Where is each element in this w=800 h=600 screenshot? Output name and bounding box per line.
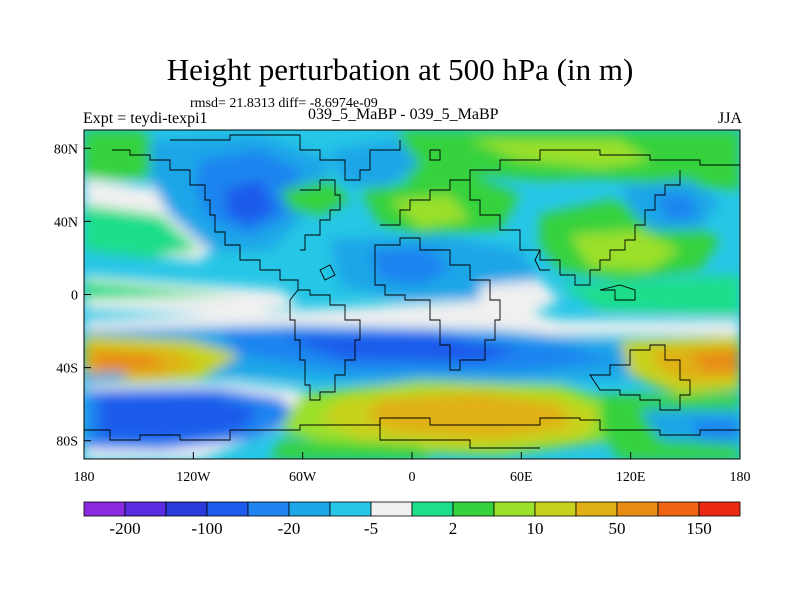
- stats-label: rmsd= 21.8313 diff= -8.6974e-09: [190, 96, 378, 111]
- colorbar-swatch: [698, 501, 741, 517]
- x-tick-label: 0: [409, 470, 416, 485]
- colorbar-swatch: [452, 501, 495, 517]
- colorbar-swatch: [616, 501, 659, 517]
- map-title: Height perturbation at 500 hPa (in m): [166, 52, 634, 87]
- experiment-label: Expt = teydi-texpi1: [83, 110, 208, 127]
- colorbar-swatch: [575, 501, 618, 517]
- x-tick-label: 180: [730, 470, 751, 485]
- colorbar-swatch: [493, 501, 536, 517]
- x-tick-label: 60W: [289, 470, 317, 485]
- colorbar-label: -100: [191, 519, 222, 538]
- colorbar-label: 50: [609, 519, 626, 538]
- latitude-axis: 80N 40N 0 40S 80S: [54, 142, 91, 450]
- colorbar-swatch: [247, 501, 290, 517]
- colorbar-swatch: [165, 501, 208, 517]
- x-tick-label: 120W: [176, 470, 211, 485]
- colorbar-swatch: [370, 501, 413, 517]
- colorbar-swatch: [206, 501, 249, 517]
- y-tick-label: 0: [71, 289, 78, 304]
- longitude-axis: 180 120W 60W 0 60E 120E 180: [74, 452, 751, 485]
- cases-label: 039_5_MaBP - 039_5_MaBP: [308, 106, 499, 123]
- colorbar-label: -200: [109, 519, 140, 538]
- colorbar-label: 2: [449, 519, 458, 538]
- colorbar-swatch: [83, 501, 126, 517]
- colorbar-label: -20: [278, 519, 301, 538]
- y-tick-label: 80N: [54, 142, 78, 157]
- colorbar-swatch: [288, 501, 331, 517]
- x-tick-label: 120E: [616, 470, 646, 485]
- contour-field: [84, 130, 740, 459]
- x-tick-label: 60E: [510, 470, 533, 485]
- coastline: [84, 134, 740, 449]
- colorbar: -200 -100 -20 -5 2 10 50 150: [83, 501, 741, 538]
- colorbar-swatch: [124, 501, 167, 517]
- colorbar-swatch: [329, 501, 372, 517]
- x-tick-label: 180: [74, 470, 95, 485]
- y-tick-label: 80S: [56, 435, 78, 450]
- colorbar-swatch: [657, 501, 700, 517]
- colorbar-label: 150: [686, 519, 712, 538]
- colorbar-swatch: [534, 501, 577, 517]
- y-tick-label: 40S: [56, 362, 78, 377]
- colorbar-label: -5: [364, 519, 378, 538]
- season-label: JJA: [717, 110, 742, 127]
- colorbar-label: 10: [527, 519, 544, 538]
- colorbar-swatch: [411, 501, 454, 517]
- y-tick-label: 40N: [54, 215, 78, 230]
